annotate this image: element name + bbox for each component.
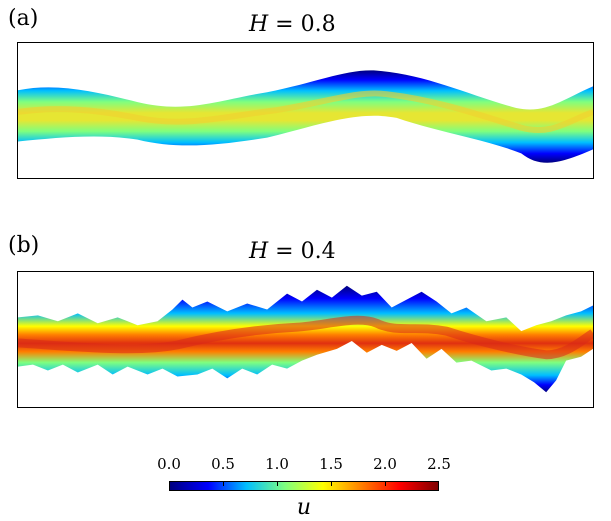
panel-a-title: H = 0.8 <box>249 12 336 37</box>
colorbar-tick <box>385 481 386 486</box>
colorbar-tick-label: 1.5 <box>319 455 343 473</box>
panel-b-velocity-band <box>18 285 593 393</box>
colorbar-tick-label: 1.0 <box>265 455 289 473</box>
panel-a-title-value: = 0.8 <box>268 12 336 37</box>
panel-a-title-var: H <box>249 12 269 37</box>
colorbar: 0.0 0.5 1.0 1.5 2.0 2.5 u <box>157 455 451 520</box>
colorbar-tick-label: 2.5 <box>427 455 451 473</box>
colorbar-tick-label: 0.5 <box>211 455 235 473</box>
colorbar-label: u <box>296 495 312 520</box>
colorbar-tick <box>277 481 278 486</box>
panel-a-field-plot <box>17 42 594 179</box>
colorbar-tick <box>223 481 224 486</box>
panel-b-label: (b) <box>8 233 40 258</box>
colorbar-tick-label: 2.0 <box>373 455 397 473</box>
panel-b-title-value: = 0.4 <box>268 239 336 264</box>
colorbar-tick-label: 0.0 <box>157 455 181 473</box>
colorbar-tick <box>331 481 332 486</box>
panel-b-field-plot <box>17 271 594 408</box>
panel-b-title: H = 0.4 <box>249 239 336 264</box>
panel-a-velocity-band <box>18 70 593 163</box>
colorbar-gradient <box>169 481 439 491</box>
panel-b-title-var: H <box>249 239 269 264</box>
panel-a-label: (a) <box>8 6 39 31</box>
